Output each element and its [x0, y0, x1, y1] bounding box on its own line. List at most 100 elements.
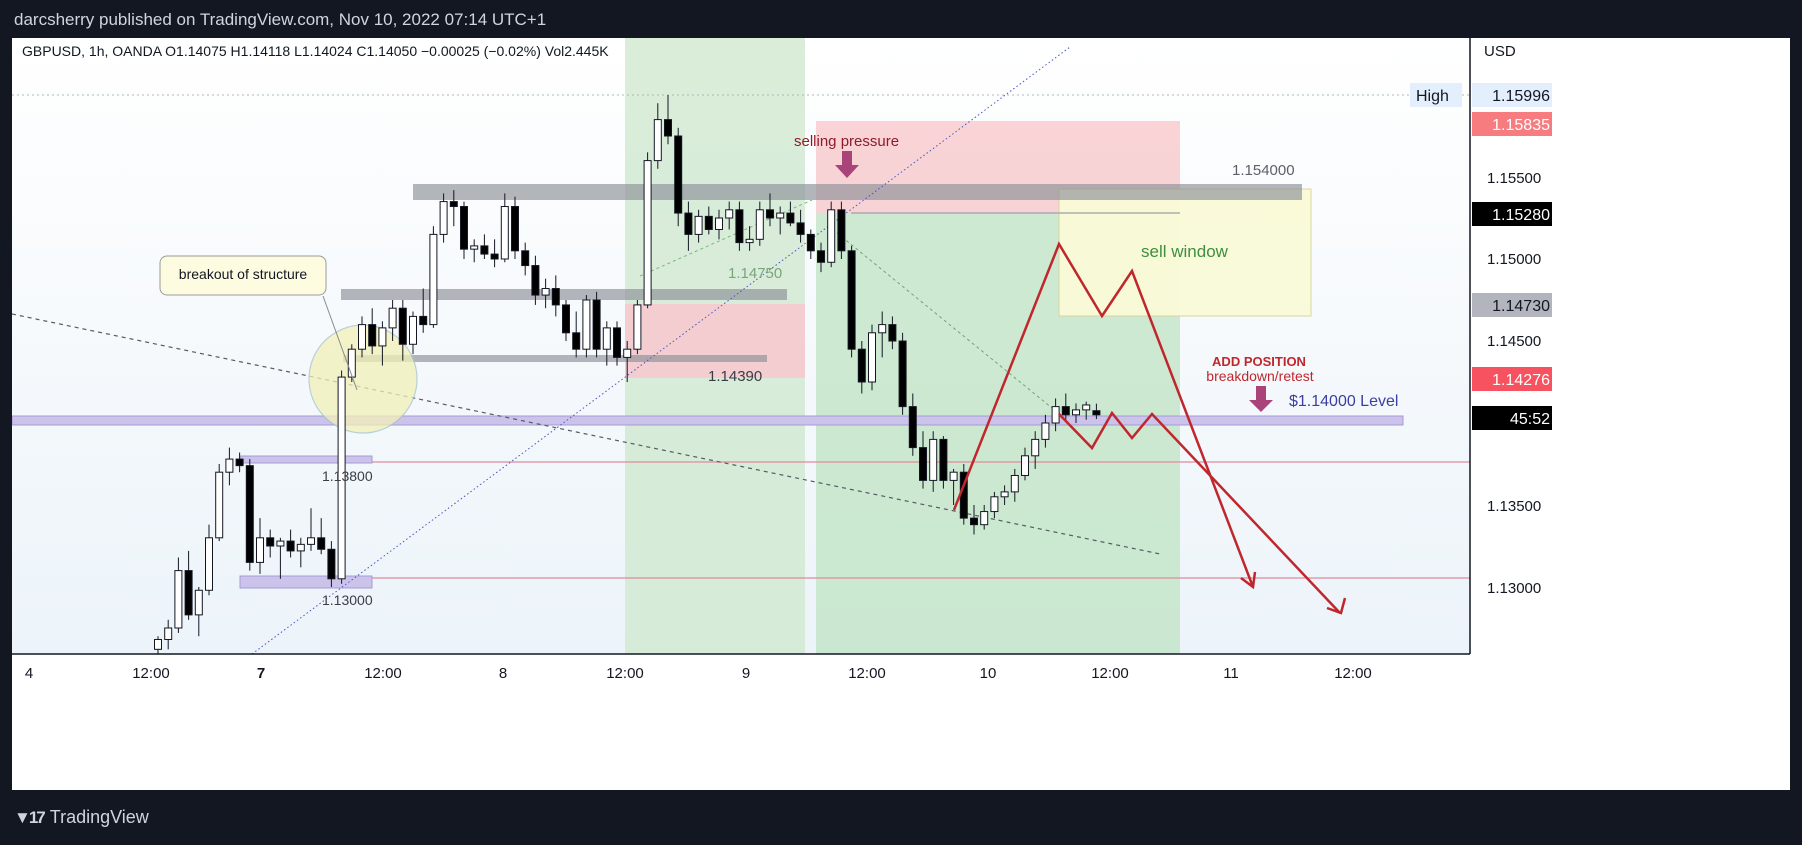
- price-tags-group: High 1.15996 1.15835 1.15280 1.14730 1.14276 4…: [1410, 83, 1552, 430]
- add-position-label: ADD POSITION: [1212, 354, 1306, 369]
- candle-up: [347, 348, 356, 378]
- price-tag-value: 1.14730: [1492, 298, 1550, 315]
- candle-down: [684, 212, 693, 235]
- candle-down: [480, 245, 489, 255]
- add-position-arrow-icon: [1249, 386, 1273, 412]
- candle-up: [643, 160, 652, 306]
- price-tag: [1472, 293, 1552, 317]
- gray-band-14750: [341, 289, 787, 300]
- price-tag-value: 1.15835: [1492, 117, 1550, 134]
- candle-up: [439, 201, 448, 235]
- candle-down: [817, 250, 825, 263]
- candle-up: [929, 438, 938, 481]
- lvl-13800-label: 1.13800: [322, 468, 373, 484]
- candle-down: [919, 447, 927, 481]
- breakout-callout-text: breakout of structure: [179, 266, 308, 282]
- candle-up: [745, 238, 754, 244]
- candle-down: [490, 253, 499, 260]
- price-tag: [1472, 83, 1552, 107]
- projection-path-2: [1058, 410, 1341, 614]
- candle-up: [388, 307, 397, 329]
- price-tag: [1472, 406, 1552, 430]
- high-label-box: [1410, 83, 1462, 107]
- candle-down: [460, 206, 468, 250]
- candle-down: [419, 315, 428, 326]
- chart-frame[interactable]: GBPUSD, 1h, OANDA O1.14075 H1.14118 L1.1…: [12, 38, 1790, 790]
- candle-down: [704, 215, 713, 230]
- candle-down: [235, 458, 244, 467]
- tradingview-brand[interactable]: ▼17 TradingView: [14, 807, 149, 828]
- breakdown-retest-label: breakdown/retest: [1206, 368, 1314, 384]
- high-label-text: High: [1416, 88, 1449, 105]
- purple-box-bottom: [239, 575, 373, 589]
- candle-up: [868, 332, 876, 383]
- sell-window-label: sell window: [1141, 242, 1229, 261]
- candle-down: [286, 540, 295, 552]
- candle-up: [1051, 406, 1060, 424]
- candle-up: [256, 537, 264, 563]
- sell-window-zone: [1058, 188, 1312, 317]
- candle-down: [674, 135, 683, 214]
- lvl-13000-label: 1.13000: [322, 592, 373, 608]
- lvl-14750-label: 1.14750: [728, 265, 782, 282]
- candle-down: [368, 324, 377, 347]
- candle-down: [939, 438, 948, 481]
- x-tick-label: 12:00: [364, 665, 402, 682]
- price-tag: [1472, 112, 1552, 136]
- x-tick-label: 11: [1223, 665, 1239, 682]
- candle-down: [847, 250, 856, 350]
- projection-arrowhead-1: [1240, 571, 1257, 590]
- candle-down: [531, 265, 540, 296]
- candle-up: [1031, 438, 1040, 457]
- candle-down: [766, 209, 774, 219]
- candle-down: [664, 119, 672, 137]
- candle-down: [184, 570, 193, 616]
- candle-up: [174, 570, 183, 629]
- candle-up: [949, 471, 958, 481]
- candle-up: [225, 458, 234, 473]
- y-tick-4: 1.13000: [1487, 580, 1541, 597]
- tradingview-label: TradingView: [49, 807, 149, 827]
- candle-up: [154, 638, 162, 650]
- candle-down: [521, 250, 530, 267]
- publisher-bar: darcsherry published on TradingView.com,…: [0, 0, 1802, 38]
- candle-up: [500, 206, 509, 260]
- selling-pressure-arrow-icon: [835, 151, 859, 178]
- price-chart[interactable]: GBPUSD, 1h, OANDA O1.14075 H1.14118 L1.1…: [12, 38, 1790, 790]
- dotted-trendline: [251, 46, 1071, 655]
- breakout-callout-box: [159, 255, 327, 296]
- candle-up: [358, 324, 366, 350]
- y-tick-1: 1.15000: [1487, 251, 1541, 268]
- candle-up: [541, 288, 550, 296]
- candle-down: [735, 209, 744, 244]
- candle-down: [908, 406, 917, 449]
- candle-down: [806, 233, 815, 252]
- candle-down: [613, 327, 621, 358]
- candle-up: [602, 327, 611, 350]
- candle-up: [164, 627, 173, 640]
- red-zone-1: [625, 304, 805, 378]
- candle-up: [755, 209, 764, 240]
- time-axis-ticks: 4 12:00 7 12:00 8 12:00 9 12:00 10 12:00 11 12:00: [25, 665, 1372, 682]
- footer-bar: ▼17 TradingView: [0, 795, 1802, 845]
- x-tick-label: 4: [25, 665, 33, 682]
- candle-down: [572, 332, 581, 350]
- publisher-text: darcsherry published on TradingView.com,…: [14, 10, 547, 29]
- level-label: $1.14000 Level: [1289, 393, 1398, 410]
- candles-group: [154, 95, 1101, 661]
- candle-down: [327, 548, 336, 580]
- candle-up: [409, 315, 417, 345]
- x-tick-label: 12:00: [848, 665, 886, 682]
- x-tick-label: 9: [742, 665, 750, 682]
- candle-up: [1082, 404, 1091, 411]
- candle-up: [337, 376, 346, 580]
- candle-up: [205, 537, 213, 591]
- candle-down: [592, 299, 601, 350]
- candle-down: [398, 307, 407, 345]
- candle-down: [551, 288, 560, 306]
- green-dashed-line-2: [836, 232, 1053, 409]
- gray-band-154: [413, 184, 1302, 200]
- projection-arrowhead-2: [1326, 597, 1347, 615]
- candle-up: [633, 304, 642, 350]
- candle-down: [898, 340, 907, 408]
